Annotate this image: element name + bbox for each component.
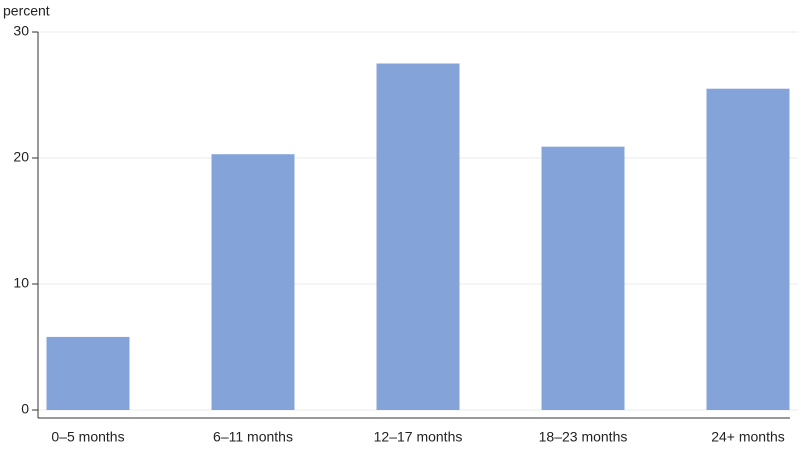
y-axis-label: percent — [3, 3, 50, 19]
x-tick-label: 6–11 months — [213, 429, 293, 445]
x-tick-label: 0–5 months — [51, 429, 124, 445]
bar — [211, 154, 295, 410]
y-tick-label: 30 — [13, 23, 29, 39]
bar — [541, 146, 625, 410]
y-tick-label: 0 — [21, 401, 29, 417]
bar — [46, 336, 130, 410]
y-tick-label: 20 — [13, 149, 29, 165]
x-tick-label: 18–23 months — [539, 429, 628, 445]
bar — [376, 63, 460, 410]
x-tick-label: 24+ months — [711, 429, 785, 445]
x-tick-label: 12–17 months — [374, 429, 463, 445]
bar — [706, 88, 790, 410]
y-tick-label: 10 — [13, 275, 29, 291]
